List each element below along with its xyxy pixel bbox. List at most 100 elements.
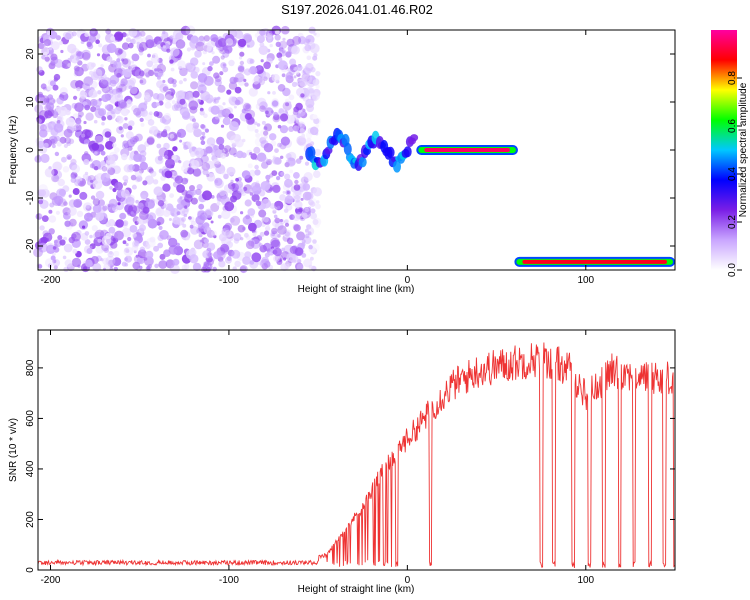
noise-dot xyxy=(197,99,201,103)
noise-dot xyxy=(122,58,129,65)
noise-dot xyxy=(67,208,76,217)
noise-dot xyxy=(244,199,252,207)
noise-dot xyxy=(48,47,53,51)
noise-dot xyxy=(259,129,269,139)
x-tick-label: -200 xyxy=(40,275,60,286)
noise-dot xyxy=(220,152,227,159)
noise-dot xyxy=(107,167,116,176)
noise-dot xyxy=(40,83,47,90)
noise-dot xyxy=(211,230,217,237)
noise-dot xyxy=(243,184,253,194)
noise-dot xyxy=(201,131,206,136)
noise-dot xyxy=(67,43,77,54)
noise-dot xyxy=(133,250,137,254)
noise-dot xyxy=(231,249,241,259)
noise-dot xyxy=(93,231,102,241)
noise-dot xyxy=(228,113,234,119)
noise-dot xyxy=(203,42,212,52)
noise-dot xyxy=(156,63,166,74)
noise-dot xyxy=(113,107,122,115)
noise-dot xyxy=(197,210,203,216)
noise-dot xyxy=(292,125,300,132)
noise-dot xyxy=(221,170,226,175)
noise-dot xyxy=(140,194,147,200)
noise-dot xyxy=(48,215,57,223)
noise-dot xyxy=(266,160,271,166)
line-core-1 xyxy=(522,259,667,264)
noise-dot xyxy=(305,62,314,72)
noise-dot xyxy=(37,242,48,253)
noise-dot xyxy=(299,155,304,160)
noise-dot xyxy=(91,160,102,170)
noise-dot xyxy=(56,120,61,124)
noise-dot xyxy=(274,221,284,231)
noise-dot xyxy=(121,261,127,267)
noise-dot xyxy=(138,102,148,112)
noise-dot xyxy=(105,173,111,179)
noise-dot xyxy=(54,195,64,205)
noise-dot xyxy=(298,139,303,144)
noise-dot xyxy=(158,225,163,230)
noise-dot xyxy=(113,147,120,153)
noise-dot xyxy=(177,90,186,98)
noise-dot xyxy=(121,153,128,161)
noise-dot xyxy=(260,181,271,191)
noise-dot xyxy=(190,220,196,226)
noise-dot xyxy=(206,173,216,182)
noise-dot xyxy=(104,131,112,138)
noise-dot xyxy=(274,148,279,154)
noise-dot xyxy=(284,263,290,270)
noise-dot xyxy=(189,185,195,191)
colorbar-tick-label: 0.4 xyxy=(727,167,738,181)
noise-dot xyxy=(214,75,222,83)
snr-marks xyxy=(37,342,676,569)
noise-dot xyxy=(285,102,290,107)
noise-dot xyxy=(229,76,237,85)
noise-dot xyxy=(133,153,143,163)
noise-dot xyxy=(150,198,156,203)
noise-dot xyxy=(263,217,270,223)
noise-dot xyxy=(179,139,183,143)
noise-dot xyxy=(181,264,188,271)
noise-dot xyxy=(203,75,214,86)
noise-dot xyxy=(224,222,233,231)
noise-dot xyxy=(214,177,223,186)
noise-dot xyxy=(48,126,53,131)
noise-dot xyxy=(126,37,131,43)
noise-dot xyxy=(280,136,290,146)
noise-dot xyxy=(256,123,261,127)
noise-dot xyxy=(89,243,96,250)
noise-dot xyxy=(226,256,232,262)
noise-dot xyxy=(284,231,290,237)
noise-dot xyxy=(115,219,124,228)
noise-dot xyxy=(220,55,225,60)
noise-dot xyxy=(276,176,281,181)
noise-dot xyxy=(296,113,302,119)
noise-dot xyxy=(94,229,105,240)
noise-dot xyxy=(41,215,49,223)
noise-dot xyxy=(177,60,186,69)
noise-dot xyxy=(188,216,195,223)
noise-dot xyxy=(295,158,302,164)
noise-dot xyxy=(144,256,154,267)
snr-series-line xyxy=(37,342,676,569)
noise-dot xyxy=(57,235,63,241)
noise-dot xyxy=(203,238,209,244)
noise-dot xyxy=(149,126,159,135)
noise-dot xyxy=(102,205,108,211)
noise-dot xyxy=(120,189,130,199)
noise-dot xyxy=(59,87,68,96)
noise-dot xyxy=(50,255,56,261)
noise-dot xyxy=(266,224,270,228)
noise-dot xyxy=(92,204,102,214)
noise-dot xyxy=(227,182,236,190)
noise-dot xyxy=(174,175,184,184)
noise-dot xyxy=(185,96,190,100)
noise-dot xyxy=(156,209,162,215)
noise-dot xyxy=(77,111,84,117)
noise-dot xyxy=(309,126,319,136)
noise-dot xyxy=(169,193,175,199)
x-tick-label: 0 xyxy=(405,275,411,286)
y-tick-label: 200 xyxy=(25,511,36,528)
noise-dot xyxy=(267,91,271,95)
